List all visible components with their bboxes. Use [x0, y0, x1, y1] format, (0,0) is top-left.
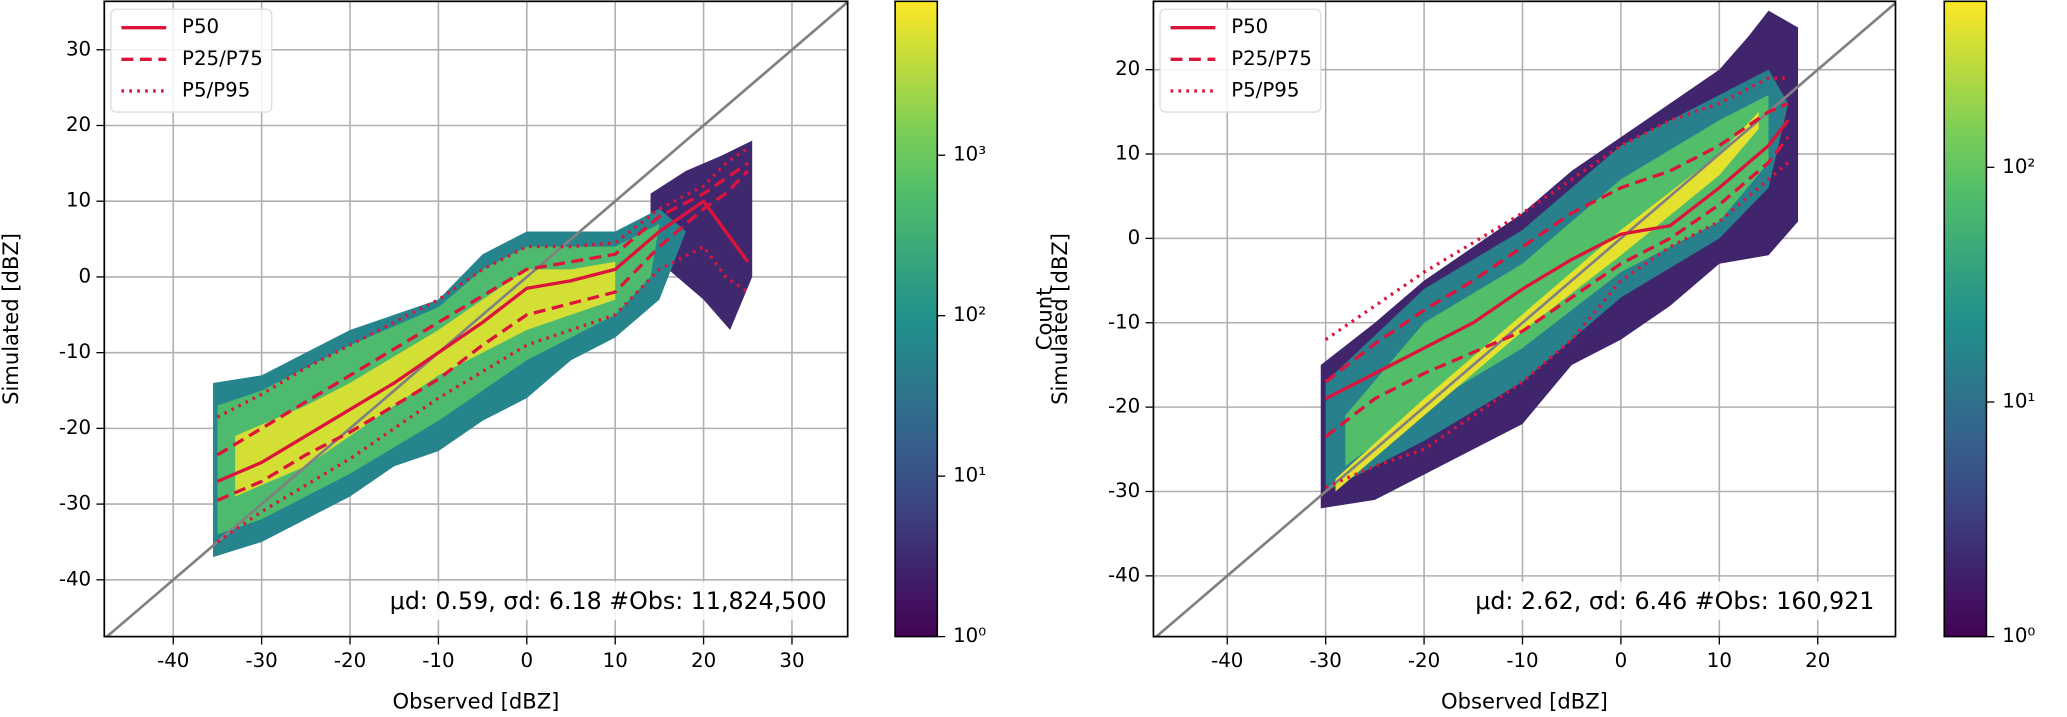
percentile-line	[216, 161, 749, 457]
x-tick-label: 30	[779, 649, 804, 672]
plot-area	[104, 1, 848, 637]
y-tick-label: -30	[1108, 479, 1140, 502]
x-axis-label: Observed [dBZ]	[1441, 689, 1608, 714]
y-tick-label: 0	[1128, 226, 1141, 249]
legend-label: P5/P95	[1231, 78, 1299, 101]
x-tick-label: 10	[603, 649, 628, 672]
y-tick-label: -40	[59, 567, 91, 590]
annotation-bg	[1464, 581, 1885, 621]
x-tick-label: 10	[1707, 649, 1732, 672]
x-tick-label: -20	[1408, 649, 1440, 672]
x-tick-label: -10	[422, 649, 454, 672]
colorbar-tick-label: 10³	[953, 143, 986, 166]
percentile-line	[1324, 101, 1789, 384]
x-tick-label: -30	[245, 649, 277, 672]
y-tick-label: -20	[1108, 395, 1140, 418]
legend-label: P25/P75	[182, 47, 263, 70]
percentile-line	[216, 169, 749, 502]
x-tick-label: 20	[691, 649, 716, 672]
y-tick-label: -40	[1108, 563, 1140, 586]
percentile-line	[1324, 76, 1789, 341]
axes-frame	[103, 0, 849, 638]
colorbar-tick-label: 10⁰	[953, 624, 986, 647]
colorbar-tick-label: 10¹	[2002, 389, 2035, 412]
colorbar-label: Count	[1031, 288, 1056, 351]
x-tick-label: -20	[334, 649, 366, 672]
x-tick-label: -40	[1211, 649, 1243, 672]
legend-label: P50	[1231, 15, 1268, 38]
x-tick-label: -30	[1310, 649, 1342, 672]
legend-label: P25/P75	[1231, 47, 1312, 70]
colorbar-tick-label: 10⁰	[2002, 624, 2035, 647]
plot-area	[1153, 1, 1896, 637]
y-tick-label: 20	[1115, 57, 1140, 80]
one-to-one-line	[1154, 1, 1896, 637]
colorbar-tick-label: 10²	[953, 303, 986, 326]
percentile-line	[1324, 119, 1790, 401]
y-tick-label: 20	[66, 113, 91, 136]
annotation: μd: 0.59, σd: 6.18 #Obs: 11,824,500	[390, 587, 827, 615]
colorbar	[1943, 0, 1988, 638]
x-axis-label: Observed [dBZ]	[393, 689, 560, 714]
x-tick-label: -40	[157, 649, 189, 672]
colorbar-tick-label: 10¹	[953, 464, 986, 487]
colorbar-tick-label: 10²	[2002, 155, 2035, 178]
legend-box	[1159, 8, 1322, 113]
y-tick-label: 0	[79, 264, 92, 287]
x-tick-label: 0	[1615, 649, 1628, 672]
y-tick-label: 10	[66, 189, 91, 212]
one-to-one-line	[104, 1, 848, 637]
hexbin-region	[650, 140, 753, 330]
percentile-line	[216, 198, 750, 483]
hexbin-region	[1345, 94, 1769, 467]
y-axis-label: Simulated [dBZ]	[1047, 233, 1072, 405]
x-tick-label: -10	[1506, 649, 1538, 672]
x-tick-label: 20	[1805, 649, 1830, 672]
percentile-line	[1324, 136, 1790, 438]
axes-frame	[1152, 0, 1897, 638]
legend-box	[110, 8, 273, 113]
y-tick-label: -10	[1108, 310, 1140, 333]
y-axis-label: Simulated [dBZ]	[0, 233, 23, 405]
legend-label: P50	[182, 15, 219, 38]
x-tick-label: 0	[521, 649, 534, 672]
y-tick-label: -30	[59, 492, 91, 515]
annotation: μd: 2.62, σd: 6.46 #Obs: 160,921	[1475, 587, 1874, 615]
legend-label: P5/P95	[182, 78, 250, 101]
y-tick-label: -10	[59, 340, 91, 363]
y-tick-label: 30	[66, 37, 91, 60]
annotation-bg	[379, 581, 838, 621]
y-tick-label: 10	[1115, 142, 1140, 165]
percentile-line	[1325, 161, 1790, 489]
colorbar	[894, 0, 939, 638]
percentile-line	[216, 244, 749, 544]
y-tick-label: -20	[59, 416, 91, 439]
percentile-line	[216, 146, 749, 419]
